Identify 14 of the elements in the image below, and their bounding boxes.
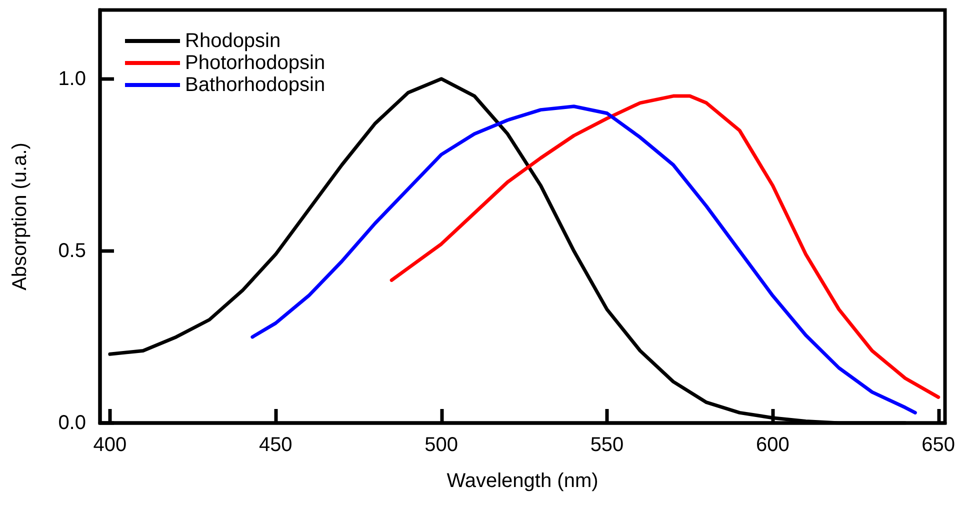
- y-tick-label: 0.0: [58, 412, 86, 434]
- y-axis-title: Absorption (u.a.): [9, 142, 31, 290]
- legend-label: Photorhodopsin: [185, 52, 326, 74]
- y-tick-label: 1.0: [58, 68, 86, 90]
- y-tick-label: 0.5: [58, 240, 86, 262]
- legend-label: Rhodopsin: [185, 30, 281, 52]
- x-tick-label: 450: [258, 434, 292, 456]
- x-tick-label: 600: [756, 434, 790, 456]
- x-axis-title: Wavelength (nm): [446, 470, 598, 492]
- legend-label: Bathorhodopsin: [185, 74, 326, 96]
- x-tick-label: 650: [922, 434, 956, 456]
- x-tick-label: 500: [424, 434, 458, 456]
- x-tick-label: 400: [93, 434, 127, 456]
- x-tick-label: 550: [590, 434, 624, 456]
